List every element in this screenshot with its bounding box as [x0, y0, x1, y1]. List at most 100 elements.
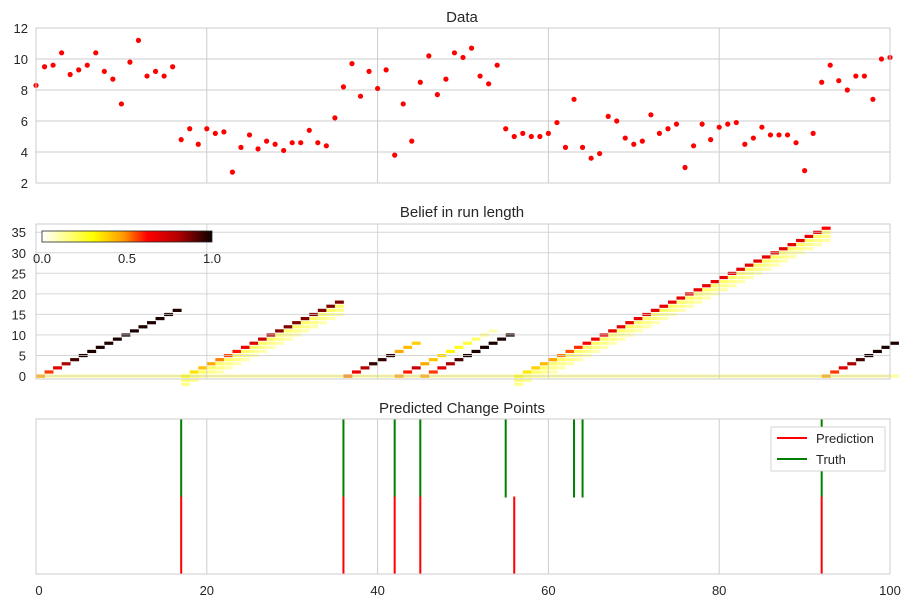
data-point	[605, 113, 611, 119]
data-point	[776, 132, 782, 138]
heatmap-cell	[326, 304, 336, 308]
heatmap-cell	[522, 370, 532, 374]
data-point	[443, 76, 449, 82]
data-point	[708, 137, 714, 143]
data-point	[426, 53, 432, 59]
data-point	[699, 121, 705, 127]
heatmap-cell	[206, 370, 216, 374]
heatmap-cell	[292, 325, 302, 329]
heatmap-cell	[138, 325, 148, 329]
heatmap-cell	[804, 247, 814, 251]
heatmap-cell	[232, 362, 242, 366]
heatmap-cell	[258, 337, 267, 341]
heatmap-cell	[642, 325, 652, 329]
changepoint-lines	[180, 419, 823, 574]
y-tick-label: 6	[21, 114, 28, 129]
heatmap-cell	[685, 300, 694, 304]
heatmap-cell	[702, 288, 712, 292]
heatmap-cell	[761, 263, 771, 267]
data-point	[545, 130, 552, 136]
heatmap-cell	[667, 304, 677, 308]
heatmap-cell	[266, 337, 276, 341]
heatmap-cell	[659, 308, 669, 312]
heatmap-cell	[727, 275, 737, 280]
x-tick-label: 80	[712, 583, 726, 598]
heatmap-cell	[215, 366, 225, 370]
data-point	[76, 67, 82, 73]
heatmap-cell	[591, 349, 601, 354]
data-point	[289, 140, 295, 146]
heatmap-cell	[240, 345, 250, 349]
data-point	[486, 81, 492, 87]
data-point	[571, 96, 577, 102]
y-tick-label: 15	[12, 307, 26, 322]
runlength-panel-y-ticks: 0 5 10 15 20 25 30 35	[12, 225, 26, 384]
heatmap-cell	[676, 300, 686, 304]
heatmap-cell	[206, 366, 216, 370]
heatmap-cell	[454, 345, 464, 349]
heatmap-cell	[522, 378, 532, 382]
heatmap-cell	[710, 280, 720, 284]
heatmap-cell	[804, 238, 814, 243]
heatmap-cell	[787, 247, 797, 251]
data-point	[178, 137, 184, 143]
data-point	[366, 68, 372, 74]
y-tick-label: 10	[14, 52, 28, 67]
heatmap-cell	[309, 321, 319, 325]
heatmap-cell	[719, 280, 729, 284]
heatmap-cell	[616, 337, 626, 341]
heatmap-cell	[719, 275, 729, 280]
heatmap-cell	[591, 337, 601, 341]
heatmap-cell	[181, 382, 191, 386]
data-point	[494, 62, 500, 68]
heatmap-cell	[796, 247, 805, 251]
data-point	[50, 62, 56, 68]
runlength-panel: Belief in run length 0 5 10 15 20 25 30 35 0.0 …	[12, 204, 899, 386]
heatmap-cell	[685, 304, 694, 308]
data-point	[511, 133, 517, 140]
heatmap-cell	[172, 308, 182, 312]
data-point	[767, 132, 774, 138]
y-tick-label: 10	[12, 328, 26, 343]
heatmap-cell	[744, 267, 754, 271]
data-point	[468, 45, 475, 51]
heatmap-cell	[574, 349, 583, 354]
heatmap-cell	[599, 337, 609, 341]
heatmap-cell	[300, 325, 310, 329]
data-point	[281, 147, 287, 154]
x-tick-label: 60	[541, 583, 555, 598]
heatmap-cell	[548, 366, 558, 370]
heatmap-cell	[497, 337, 507, 341]
data-point	[725, 121, 731, 127]
data-point	[682, 164, 688, 171]
heatmap-cell	[377, 358, 387, 362]
heatmap-cell	[95, 345, 105, 349]
heatmap-cell	[770, 263, 780, 267]
heatmap-cell	[693, 288, 703, 292]
heatmap-cell	[428, 358, 438, 362]
data-point	[375, 85, 381, 92]
heatmap-cell	[411, 341, 421, 345]
heatmap-cell	[198, 366, 208, 370]
heatmap-cell	[650, 321, 660, 325]
heatmap-cell	[778, 247, 788, 251]
heatmap-cell	[283, 337, 293, 341]
heatmap-cell	[702, 284, 712, 288]
data-point	[528, 133, 534, 140]
heatmap-cell	[548, 362, 558, 366]
colorbar-label-min: 0.0	[33, 251, 51, 266]
heatmap-cell	[488, 329, 498, 333]
heatmap-cell	[890, 341, 899, 345]
heatmap-cell	[787, 243, 797, 247]
data-point	[152, 68, 159, 74]
x-tick-label: 0	[35, 583, 42, 598]
data-point	[802, 168, 808, 174]
data-point	[127, 59, 133, 65]
data-point	[434, 92, 440, 98]
data-point	[349, 61, 355, 67]
heatmap-cell	[258, 349, 267, 354]
heatmap-cell	[565, 362, 575, 366]
heatmap-cell	[761, 259, 771, 263]
runlength-panel-grid	[35, 224, 891, 379]
heatmap-cell	[326, 316, 336, 321]
